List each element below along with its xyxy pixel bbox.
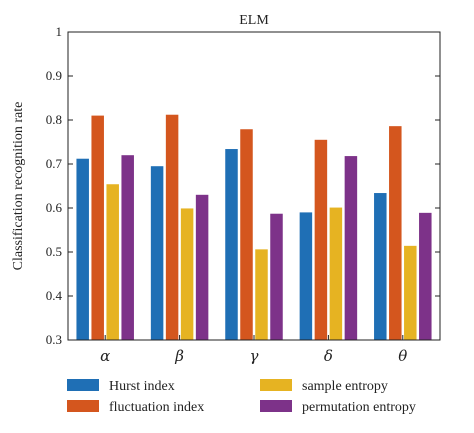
y-tick-label: 0.3 [46, 332, 62, 347]
legend-label: permutation entropy [302, 400, 416, 415]
legend-swatch [260, 400, 292, 412]
y-axis-ticks: 0.3 0.4 0.5 0.6 0.7 0.8 0.9 1 [46, 24, 440, 347]
legend: Hurst index fluctuation index sample entro… [67, 379, 416, 415]
x-tick-label: γ [250, 347, 259, 365]
y-tick-label: 0.8 [46, 112, 62, 127]
y-tick-label: 1 [56, 24, 63, 39]
legend-label: fluctuation index [109, 400, 204, 415]
y-tick-label: 0.6 [46, 200, 63, 215]
legend-label: Hurst index [109, 379, 175, 394]
bar [165, 114, 179, 340]
x-tick-label: β [174, 347, 184, 365]
y-tick-label: 0.7 [46, 156, 63, 171]
bar [255, 249, 268, 340]
bar [76, 158, 89, 340]
bar [106, 184, 119, 340]
x-tick-label: δ [324, 347, 333, 365]
bar [270, 213, 283, 340]
y-axis-label: Classification recognition rate [11, 102, 26, 271]
bar [121, 155, 134, 340]
bar [374, 193, 387, 340]
bar [404, 245, 417, 340]
y-tick-label: 0.9 [46, 68, 62, 83]
y-tick-label: 0.4 [46, 288, 63, 303]
chart-title: ELM [239, 13, 269, 28]
x-tick-label: θ [398, 347, 407, 365]
bar [150, 166, 164, 340]
x-tick-label: α [100, 347, 110, 365]
bar [299, 212, 313, 340]
bar [225, 149, 238, 340]
bar [344, 156, 358, 340]
legend-swatch [260, 379, 292, 391]
bar [180, 208, 194, 340]
bar [314, 139, 328, 340]
legend-swatch [67, 400, 99, 412]
bar [240, 129, 253, 340]
bar [389, 126, 402, 340]
bar [91, 115, 104, 340]
y-tick-label: 0.5 [46, 244, 62, 259]
legend-label: sample entropy [302, 379, 388, 394]
bar [195, 194, 209, 340]
legend-swatch [67, 379, 99, 391]
bar [419, 212, 432, 340]
bar [329, 207, 343, 340]
bars-group [76, 114, 432, 340]
